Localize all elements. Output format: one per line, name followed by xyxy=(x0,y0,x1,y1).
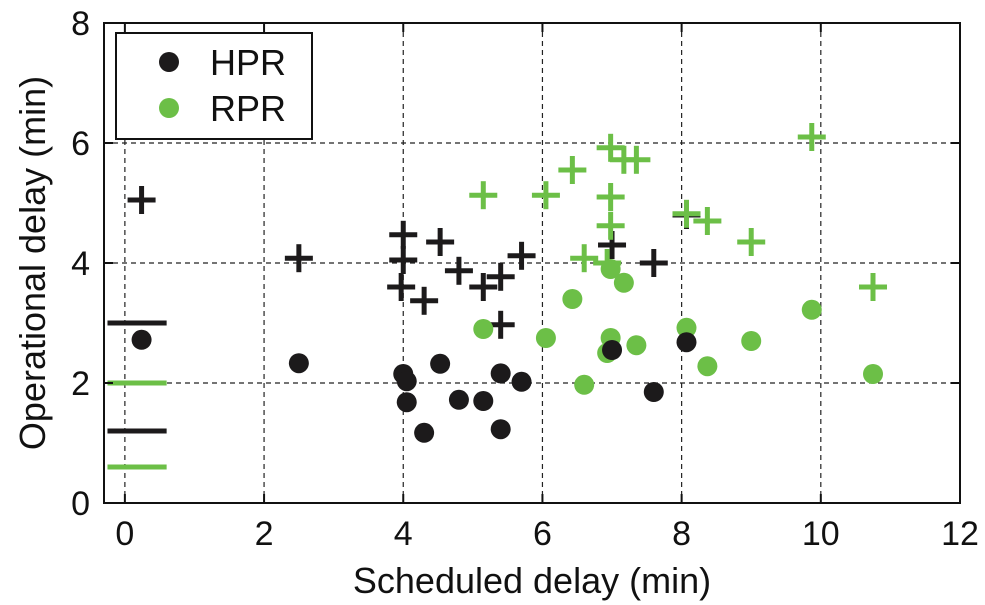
data-point-plus xyxy=(469,273,498,301)
data-point-circle xyxy=(473,319,494,339)
data-point-plus xyxy=(284,244,313,273)
data-point-circle xyxy=(131,329,152,350)
data-point-circle xyxy=(697,356,718,377)
data-point-circle xyxy=(676,317,697,338)
data-point-circle xyxy=(448,389,469,410)
data-point-plus xyxy=(558,156,587,184)
data-point-circle xyxy=(414,422,435,443)
y-tick-label: 8 xyxy=(71,5,90,43)
data-point-plus xyxy=(596,211,625,240)
x-tick-label: 12 xyxy=(941,515,979,553)
data-point-plus xyxy=(531,181,560,210)
x-tick-label: 10 xyxy=(802,515,840,553)
data-point-plus xyxy=(622,145,651,174)
data-point-plus xyxy=(426,228,455,256)
axis-ticks: 0 2 4 6 8 10 12 0 2 4 6 8 xyxy=(71,5,979,553)
legend-box xyxy=(115,32,313,140)
data-point-circle xyxy=(396,392,417,413)
data-point-circle xyxy=(643,382,664,402)
data-point-plus xyxy=(389,220,418,249)
data-point-plus xyxy=(570,244,599,273)
x-tick-label: 8 xyxy=(672,515,691,553)
data-point-circle xyxy=(613,272,634,293)
data-point-circle xyxy=(288,353,309,374)
data-point-plus xyxy=(672,199,701,228)
data-point-plus xyxy=(387,273,416,301)
y-tick-label: 0 xyxy=(71,485,90,523)
data-point-circle xyxy=(801,299,822,320)
y-tick-label: 4 xyxy=(71,245,90,283)
y-tick-label: 2 xyxy=(71,365,90,403)
data-point-plus xyxy=(127,186,156,214)
data-point-plus xyxy=(444,256,473,285)
data-point-circle xyxy=(535,328,556,348)
data-point-plus xyxy=(859,273,888,301)
x-tick-label: 6 xyxy=(533,515,552,553)
data-point-circle xyxy=(473,391,494,411)
data-point-circle xyxy=(490,419,511,440)
data-point-circle xyxy=(626,335,647,356)
y-axis-title: Operational delay (min) xyxy=(12,76,53,450)
data-point-plus xyxy=(639,249,668,277)
data-point-circle xyxy=(741,331,762,351)
data-point-plus xyxy=(410,286,439,315)
legend-label-hpr: HPR xyxy=(210,42,286,83)
data-point-circle xyxy=(396,371,417,392)
grid-lines xyxy=(104,23,960,503)
data-point-circle xyxy=(602,340,623,360)
data-point-circle xyxy=(574,374,595,395)
data-point-circle xyxy=(863,364,884,384)
data-point-plus xyxy=(797,123,826,151)
data-point-plus xyxy=(596,133,625,162)
legend-marker-rpr xyxy=(159,98,179,118)
legend-label-rpr: RPR xyxy=(210,88,286,129)
data-point-plus xyxy=(389,246,418,274)
data-point-circle xyxy=(562,289,583,309)
data-point-plus xyxy=(469,181,498,210)
legend-marker-hpr xyxy=(159,52,179,72)
x-tick-label: 0 xyxy=(115,515,134,553)
data-point-plus xyxy=(596,183,625,211)
data-point-circle xyxy=(676,332,697,353)
data-point-plus xyxy=(507,241,536,270)
x-tick-label: 2 xyxy=(255,515,274,553)
data-points xyxy=(127,123,888,443)
reference-lines xyxy=(107,320,167,470)
y-tick-label: 6 xyxy=(71,125,90,163)
data-point-plus xyxy=(737,228,766,256)
data-point-plus xyxy=(693,207,722,235)
data-point-circle xyxy=(490,363,511,384)
data-point-circle xyxy=(511,371,532,392)
data-point-circle xyxy=(600,259,621,279)
legend: HPR RPR xyxy=(115,32,313,140)
data-point-circle xyxy=(430,353,451,374)
data-point-plus xyxy=(486,262,515,291)
x-tick-label: 4 xyxy=(394,515,413,553)
x-axis-title: Scheduled delay (min) xyxy=(353,560,711,601)
